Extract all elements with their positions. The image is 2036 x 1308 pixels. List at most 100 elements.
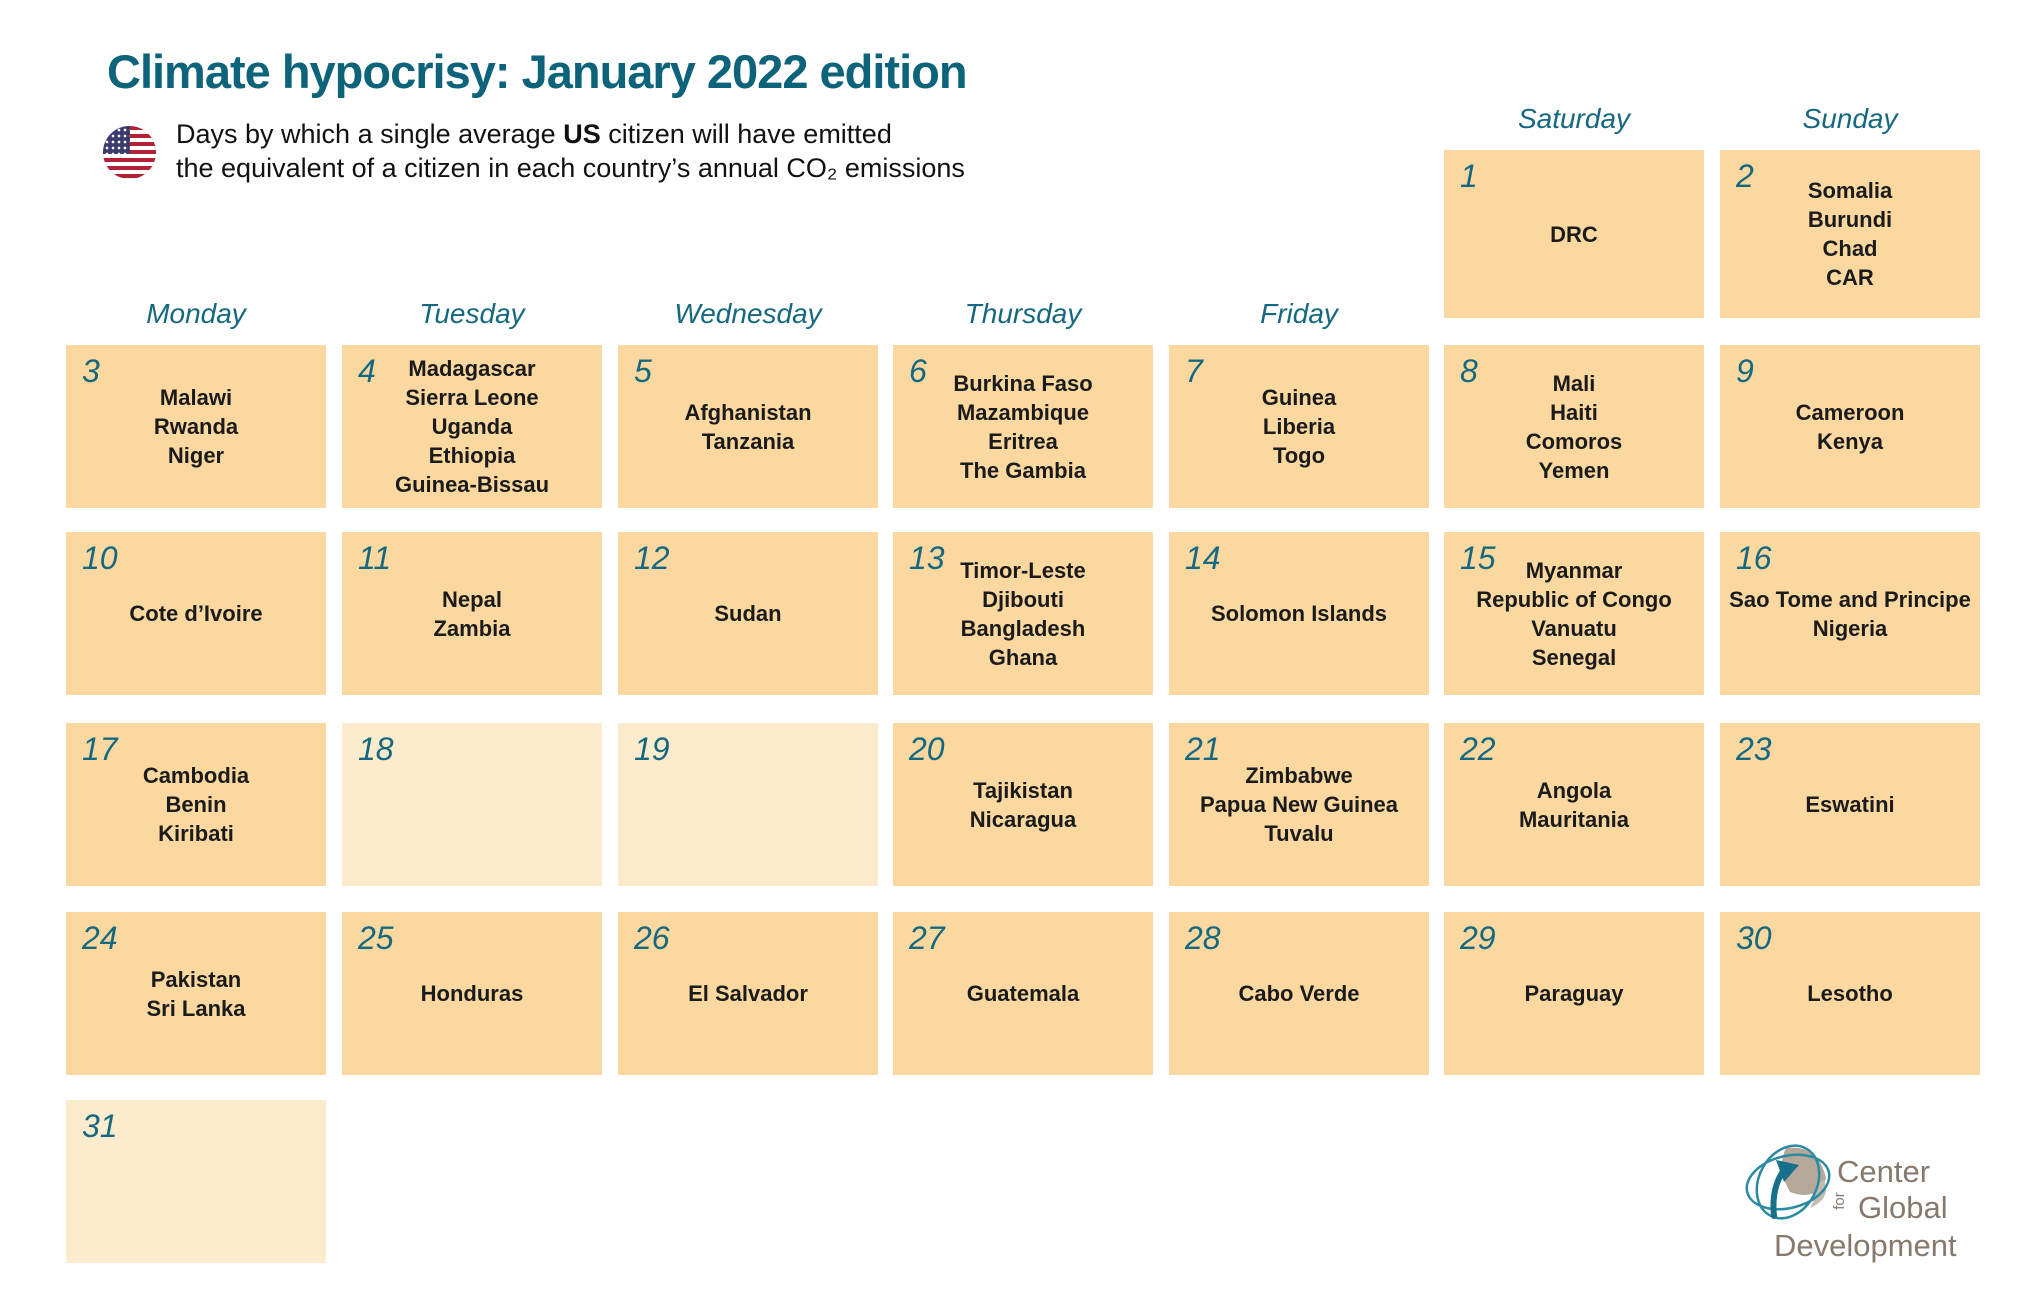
country-list: Tajikistan Nicaragua xyxy=(893,723,1153,886)
country-list: Afghanistan Tanzania xyxy=(618,345,878,508)
us-flag-icon xyxy=(103,126,156,179)
day-number: 28 xyxy=(1185,920,1221,956)
subtitle: Days by which a single average US citize… xyxy=(176,117,965,185)
country-label: Sierra Leone xyxy=(405,385,539,410)
country-list: Burkina Faso Mazambique Eritrea The Gambia xyxy=(893,345,1153,508)
country-label: Cameroon xyxy=(1795,399,1905,425)
country-list xyxy=(66,1100,326,1263)
day-cell-5: 5 Afghanistan Tanzania xyxy=(618,345,878,508)
country-label: Republic of Congo xyxy=(1476,586,1672,612)
country-label: Malawi xyxy=(159,385,233,410)
day-cell-2: 2 Somalia Burundi Chad CAR xyxy=(1720,150,1980,318)
country-label: Haiti xyxy=(1550,399,1598,425)
day-cell-8: 8 Mali Haiti Comoros Yemen xyxy=(1444,345,1704,508)
day-cell-31: 31 xyxy=(66,1100,326,1263)
day-cell-1: 1 DRC xyxy=(1444,150,1704,318)
day-cell-9: 9 Cameroon Kenya xyxy=(1720,345,1980,508)
country-list: Mali Haiti Comoros Yemen xyxy=(1444,345,1704,508)
day-cell-12: 12 Sudan xyxy=(618,532,878,695)
day-number: 22 xyxy=(1460,731,1496,767)
country-list: Guinea Liberia Togo xyxy=(1169,345,1429,508)
country-label: Kenya xyxy=(1816,428,1884,454)
country-list: Somalia Burundi Chad CAR xyxy=(1720,150,1980,318)
country-label: Sri Lanka xyxy=(146,995,246,1021)
country-list: Myanmar Republic of Congo Vanuatu Senegal xyxy=(1444,532,1704,695)
day-number: 2 xyxy=(1736,158,1754,194)
subtitle-line-2: the equivalent of a citizen in each coun… xyxy=(176,153,965,183)
country-list: Pakistan Sri Lanka xyxy=(66,912,326,1075)
day-number: 14 xyxy=(1185,540,1221,576)
day-number: 17 xyxy=(82,731,118,767)
country-label: Burkina Faso xyxy=(953,370,1093,396)
day-number: 4 xyxy=(358,353,376,389)
country-list: El Salvador xyxy=(618,912,878,1075)
country-label: Lesotho xyxy=(1807,981,1893,1006)
us-flag-canton xyxy=(103,126,130,154)
country-label: Senegal xyxy=(1531,644,1617,670)
day-number: 30 xyxy=(1736,920,1772,956)
day-number: 19 xyxy=(634,731,670,767)
country-label: Guatemala xyxy=(966,981,1080,1006)
country-label: Timor-Leste xyxy=(960,557,1086,583)
country-label: Niger xyxy=(167,443,225,468)
country-label: Yemen xyxy=(1538,457,1610,483)
country-list xyxy=(342,723,602,886)
country-label: The Gambia xyxy=(960,457,1086,483)
country-list: Timor-Leste Djibouti Bangladesh Ghana xyxy=(893,532,1153,695)
country-label: Myanmar xyxy=(1525,557,1623,583)
cgd-globe-icon xyxy=(1745,1144,1831,1220)
subtitle-line-1: Days by which a single average US citize… xyxy=(176,117,965,151)
country-label: Kiribati xyxy=(158,821,234,846)
day-cell-4: 4 Madagascar Sierra Leone Uganda Ethiopia Gui… xyxy=(342,345,602,508)
country-label: Sao Tome and Principe xyxy=(1729,586,1971,612)
cgd-logo: Center for Global Development xyxy=(1738,1140,2036,1280)
country-label: CAR xyxy=(1826,265,1874,290)
country-list: Sudan xyxy=(618,532,878,695)
country-label: Sudan xyxy=(714,601,782,626)
day-cell-18: 18 xyxy=(342,723,602,886)
country-list: Cambodia Benin Kiribati xyxy=(66,723,326,886)
day-cell-6: 6 Burkina Faso Mazambique Eritrea The Gambia xyxy=(893,345,1153,508)
country-label: Honduras xyxy=(420,981,524,1006)
day-number: 16 xyxy=(1736,540,1772,576)
subtitle-prefix: Days by which a single average xyxy=(176,119,564,149)
country-label: Cote d’Ivoire xyxy=(129,601,263,626)
country-label: Tuvalu xyxy=(1264,821,1334,846)
country-list: Malawi Rwanda Niger xyxy=(66,345,326,508)
day-cell-24: 24 Pakistan Sri Lanka xyxy=(66,912,326,1075)
country-label: Burundi xyxy=(1807,207,1893,232)
country-label: Mauritania xyxy=(1518,806,1630,832)
country-label: Papua New Guinea xyxy=(1199,792,1399,817)
country-label: Zimbabwe xyxy=(1245,763,1353,788)
day-number: 1 xyxy=(1460,158,1478,194)
country-label: Cambodia xyxy=(142,763,250,788)
day-number: 25 xyxy=(358,920,394,956)
day-cell-7: 7 Guinea Liberia Togo xyxy=(1169,345,1429,508)
weekday-header-friday: Friday xyxy=(1260,298,1338,329)
country-list: Cameroon Kenya xyxy=(1720,345,1980,508)
country-list: Honduras xyxy=(342,912,602,1075)
weekday-header-saturday: Saturday xyxy=(1517,103,1631,134)
day-cell-13: 13 Timor-Leste Djibouti Bangladesh Ghana xyxy=(893,532,1153,695)
day-cell-22: 22 Angola Mauritania xyxy=(1444,723,1704,886)
day-cell-28: 28 Cabo Verde xyxy=(1169,912,1429,1075)
logo-text-center: Center xyxy=(1837,1154,1931,1189)
country-label: Djibouti xyxy=(982,586,1064,612)
country-label: Chad xyxy=(1822,236,1878,261)
country-list: Lesotho xyxy=(1720,912,1980,1075)
country-list: DRC xyxy=(1444,150,1704,318)
country-list: Guatemala xyxy=(893,912,1153,1075)
logo-text-global: Global xyxy=(1858,1190,1948,1225)
country-label: Solomon Islands xyxy=(1210,601,1388,626)
weekday-header-sunday: Sunday xyxy=(1802,103,1898,134)
country-label: Ghana xyxy=(988,644,1058,670)
day-cell-25: 25 Honduras xyxy=(342,912,602,1075)
country-list: Angola Mauritania xyxy=(1444,723,1704,886)
day-number: 29 xyxy=(1460,920,1496,956)
subtitle-emphasis: US xyxy=(563,119,601,149)
country-label: Angola xyxy=(1536,777,1612,803)
day-number: 7 xyxy=(1185,353,1203,389)
day-number: 26 xyxy=(634,920,670,956)
subtitle-suffix: citizen will have emitted xyxy=(600,119,892,149)
day-number: 24 xyxy=(82,920,118,956)
